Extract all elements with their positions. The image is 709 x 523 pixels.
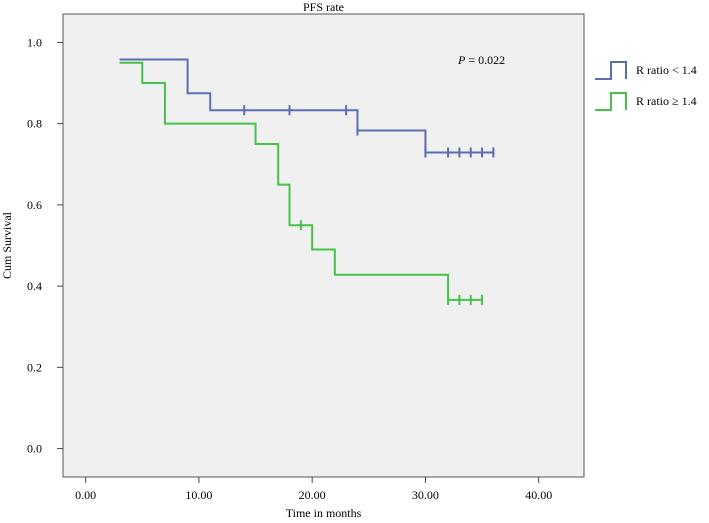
plot-area — [62, 13, 585, 478]
y-axis-label: Cum Survival — [0, 211, 14, 279]
y-tick-label: 1.0 — [27, 35, 42, 49]
legend: R ratio < 1.4 R ratio ≥ 1.4 — [595, 61, 697, 111]
legend-swatch-2 — [595, 92, 627, 111]
x-tick-label: 40.00 — [525, 488, 552, 502]
y-tick-label: 0.0 — [27, 442, 42, 456]
p-value-letter: P — [457, 53, 466, 67]
p-value-annotation: P = 0.022 — [457, 53, 505, 67]
x-tick-label: 20.00 — [299, 488, 326, 502]
legend-label-1: R ratio < 1.4 — [636, 63, 697, 77]
x-tick-label: 30.00 — [412, 488, 439, 502]
y-axis: 0.0 0.2 0.4 0.6 0.8 1.0 — [27, 35, 63, 456]
x-tick-label: 10.00 — [185, 488, 212, 502]
y-tick-label: 0.4 — [27, 279, 42, 293]
y-tick-label: 0.2 — [27, 360, 42, 374]
legend-swatch-1 — [595, 61, 627, 80]
series-line-1 — [119, 58, 494, 154]
p-value-text: = 0.022 — [465, 53, 505, 67]
x-axis-label: Time in months — [286, 506, 362, 520]
y-tick-label: 0.8 — [27, 117, 42, 131]
legend-label-2: R ratio ≥ 1.4 — [636, 94, 697, 108]
x-tick-label: 0.00 — [75, 488, 96, 502]
x-axis: 0.00 10.00 20.00 30.00 40.00 — [75, 477, 552, 502]
series-line-2 — [119, 61, 483, 301]
chart-title: PFS rate — [303, 0, 344, 14]
series-layer — [119, 58, 495, 305]
y-tick-label: 0.6 — [27, 198, 42, 212]
